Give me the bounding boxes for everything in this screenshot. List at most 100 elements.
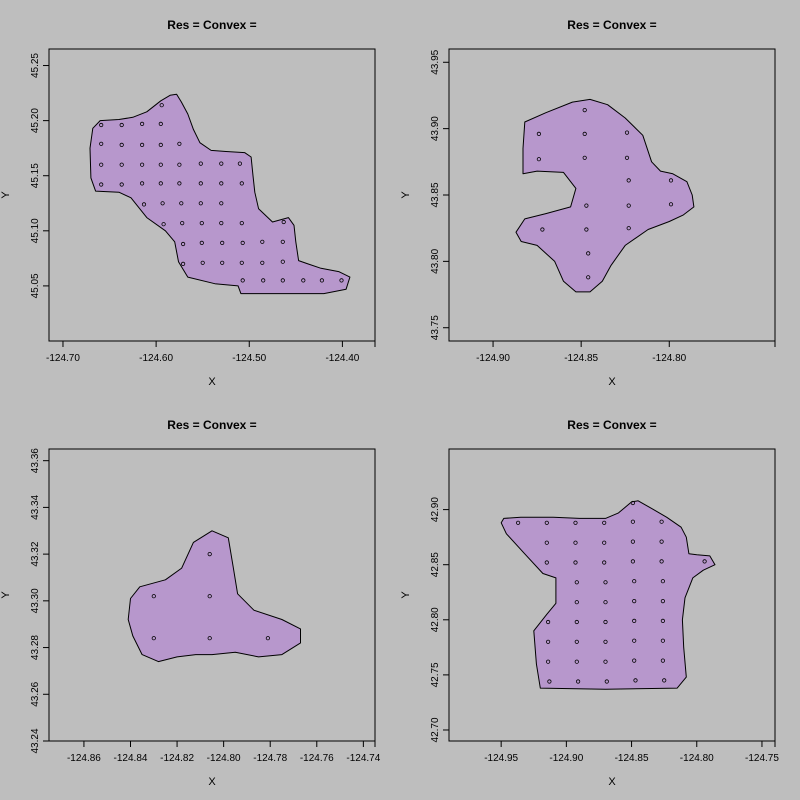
data-point xyxy=(586,251,591,256)
x-axis-label: X xyxy=(608,776,616,788)
data-point xyxy=(240,240,245,245)
data-point xyxy=(198,161,203,166)
data-point xyxy=(603,659,608,664)
data-point xyxy=(626,203,631,208)
data-point xyxy=(140,121,145,127)
y-tick-label: 43.36 xyxy=(30,448,41,473)
data-point xyxy=(219,181,224,186)
x-tick-label: -124.50 xyxy=(232,353,266,364)
chart-title: Res = Convex = xyxy=(567,18,656,32)
y-axis-label: Y xyxy=(0,591,12,599)
data-point xyxy=(544,540,549,545)
y-tick-label: 43.90 xyxy=(430,116,441,141)
data-point xyxy=(219,221,224,226)
data-point xyxy=(602,520,607,525)
data-point xyxy=(632,618,637,624)
data-point xyxy=(660,658,666,663)
data-point xyxy=(630,500,636,506)
y-tick-label: 45.20 xyxy=(30,108,41,133)
data-point xyxy=(574,639,579,644)
data-point xyxy=(219,161,224,166)
data-point xyxy=(602,540,607,545)
y-tick-label: 43.34 xyxy=(30,494,41,519)
data-point xyxy=(261,278,266,283)
y-tick-label: 43.95 xyxy=(430,49,441,74)
data-point xyxy=(573,520,578,525)
data-point xyxy=(630,519,636,524)
data-point xyxy=(198,181,203,186)
x-tick-label: -124.90 xyxy=(476,353,510,364)
data-point xyxy=(220,240,225,245)
data-point xyxy=(626,226,631,231)
data-point xyxy=(207,551,212,557)
data-point xyxy=(280,239,285,244)
y-tick-label: 43.32 xyxy=(30,541,41,566)
x-tick-label: -124.84 xyxy=(114,753,148,764)
data-point xyxy=(582,131,587,136)
y-tick-label: 43.75 xyxy=(430,315,441,340)
x-tick-label: -124.90 xyxy=(549,753,583,764)
data-point xyxy=(573,540,578,545)
data-point xyxy=(536,157,542,162)
y-tick-label: 43.85 xyxy=(430,182,441,207)
data-point xyxy=(280,278,285,283)
x-tick-label: -124.40 xyxy=(325,353,359,364)
y-tick-label: 42.75 xyxy=(430,662,441,687)
data-point xyxy=(582,155,587,160)
y-axis: 45.05 45.10 45.15 45.20 45.25 xyxy=(30,53,50,298)
data-point xyxy=(160,201,165,206)
data-point xyxy=(239,260,244,265)
data-point xyxy=(179,201,184,206)
data-point xyxy=(159,103,164,108)
data-point xyxy=(265,636,270,641)
chart-panel-4: -124.95 -124.90 -124.85 -124.80 -124.75 42.70… xyxy=(400,418,779,788)
data-point xyxy=(177,181,182,186)
x-tick-label: -124.85 xyxy=(615,753,649,764)
x-tick-label: -124.70 xyxy=(46,353,80,364)
data-point xyxy=(219,201,224,206)
data-point xyxy=(319,278,324,283)
data-point xyxy=(659,539,664,544)
data-point xyxy=(545,619,551,625)
x-axis: -124.95 -124.90 -124.85 -124.80 -124.75 xyxy=(484,740,779,764)
data-point xyxy=(515,520,521,525)
data-point xyxy=(668,202,674,207)
data-point xyxy=(603,639,608,644)
data-point xyxy=(99,141,104,146)
data-point xyxy=(603,619,608,625)
x-tick-label: -124.75 xyxy=(745,753,779,764)
x-axis: -124.90 -124.85 -124.80 xyxy=(476,340,776,364)
data-point xyxy=(99,182,104,187)
y-tick-label: 45.05 xyxy=(30,273,41,298)
y-tick-label: 45.15 xyxy=(30,163,41,188)
data-point xyxy=(630,539,636,544)
x-tick-label: -124.85 xyxy=(564,353,598,364)
data-point xyxy=(659,559,664,564)
data-point xyxy=(668,178,674,183)
chart-panel-1: -124.70 -124.60 -124.50 -124.4045.0545.1045… xyxy=(0,18,376,388)
data-point xyxy=(573,560,578,565)
data-point xyxy=(239,181,244,186)
hull-polygon xyxy=(515,98,695,293)
x-axis-label: X xyxy=(208,376,216,388)
data-point xyxy=(158,142,163,147)
data-point xyxy=(140,142,145,147)
data-point xyxy=(140,162,145,167)
data-point xyxy=(536,131,542,136)
data-point xyxy=(199,221,204,226)
data-point xyxy=(119,162,124,167)
data-point xyxy=(200,260,205,265)
y-tick-label: 45.25 xyxy=(30,53,41,78)
data-point xyxy=(151,594,156,599)
y-axis: 42.70 42.75 42.80 42.85 42.90 xyxy=(430,497,450,742)
data-point xyxy=(158,121,163,127)
data-point xyxy=(574,659,579,664)
data-point xyxy=(339,278,344,283)
data-point xyxy=(545,639,551,644)
data-point xyxy=(280,259,285,264)
data-point xyxy=(158,162,163,167)
chart-title: Res = Convex = xyxy=(167,18,256,32)
data-point xyxy=(584,203,589,208)
data-point xyxy=(207,636,212,641)
